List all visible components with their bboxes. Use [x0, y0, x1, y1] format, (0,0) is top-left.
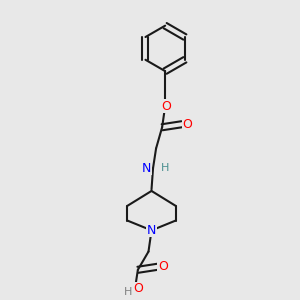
Text: N: N: [147, 224, 156, 237]
Text: N: N: [142, 162, 152, 175]
Text: O: O: [162, 100, 172, 112]
Text: O: O: [133, 282, 143, 296]
Text: H: H: [160, 163, 169, 173]
Text: H: H: [123, 287, 132, 297]
Text: O: O: [182, 118, 192, 131]
Text: O: O: [158, 260, 168, 273]
